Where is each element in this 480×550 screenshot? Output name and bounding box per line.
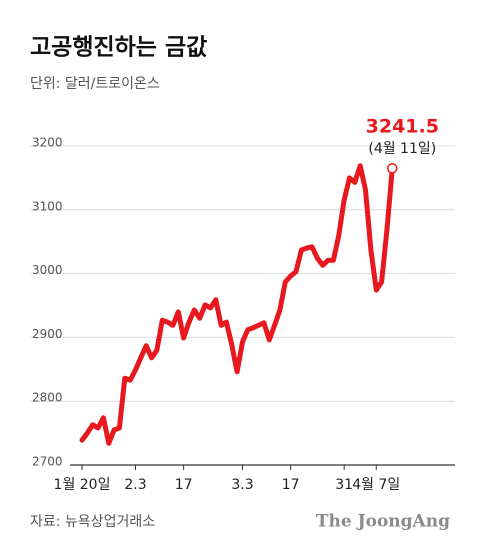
y-tick-label: 2900 xyxy=(32,327,63,341)
brand-logo: The JoongAng xyxy=(316,512,450,532)
annotation-date: (4월 11일) xyxy=(368,141,436,157)
x-tick-label: 4월 7일 xyxy=(352,477,400,493)
line-series xyxy=(79,163,395,446)
annotation-value: 3241.5 xyxy=(366,116,439,138)
x-tick-label: 17 xyxy=(175,477,193,493)
x-tick-label: 2.3 xyxy=(124,477,146,493)
y-tick-label: 2800 xyxy=(32,391,63,405)
source: 자료: 뉴욕상업거래소 xyxy=(30,514,155,530)
y-tick-label: 3100 xyxy=(32,199,63,213)
y-tick-label: 2700 xyxy=(32,455,63,469)
x-tick-label: 1월 20일 xyxy=(54,477,111,493)
chart-subtitle: 단위: 달러/트로이온스 xyxy=(30,76,160,92)
y-tick-label: 3000 xyxy=(32,263,63,277)
chart-title: 고공행진하는 금값 xyxy=(30,35,207,61)
x-tick-label: 31 xyxy=(335,477,353,493)
end-marker xyxy=(387,163,398,174)
y-tick-label: 3200 xyxy=(32,135,63,149)
x-tick-label: 3.3 xyxy=(231,477,253,493)
x-tick-label: 17 xyxy=(282,477,300,493)
